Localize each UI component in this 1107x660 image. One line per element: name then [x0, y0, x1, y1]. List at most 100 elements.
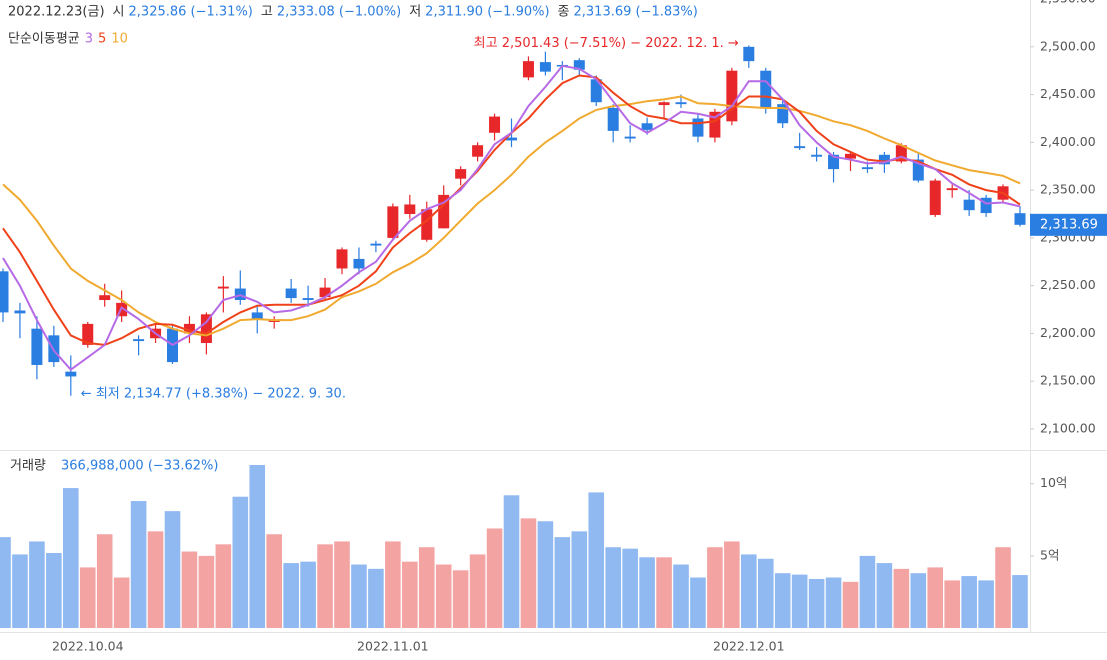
candle-body — [760, 70, 772, 108]
y-tick-label: 5억 — [1040, 547, 1059, 562]
candle-body — [200, 314, 212, 343]
volume-bar — [113, 577, 130, 628]
volume-bar — [452, 570, 469, 628]
candle-body — [1014, 213, 1026, 225]
volume-value: 366,988,000 (−33.62%) — [61, 459, 218, 474]
volume-bar — [130, 501, 147, 628]
candle-body — [590, 79, 602, 103]
candle-body — [217, 286, 229, 289]
volume-bar — [164, 511, 181, 628]
volume-bar — [707, 547, 723, 628]
volume-bar — [893, 568, 910, 628]
volume-bar — [774, 573, 791, 628]
volume-bar — [0, 537, 11, 628]
candle-body — [743, 46, 755, 62]
volume-bar — [385, 541, 401, 628]
legend-entry: 10 — [111, 32, 128, 47]
volume-bar — [12, 554, 28, 628]
y-tick-label: 2,500.00 — [1040, 38, 1096, 53]
candle-body — [82, 323, 94, 345]
candle-body — [828, 154, 840, 170]
candle-body — [861, 167, 873, 170]
volume-bar — [249, 464, 266, 628]
volume-bar — [554, 537, 571, 628]
candle-body — [658, 102, 670, 106]
candle-body — [31, 328, 43, 365]
y-tick-label: 2,250.00 — [1040, 277, 1096, 292]
volume-bar — [927, 567, 944, 628]
volume-bar — [961, 576, 977, 628]
candle-body — [777, 104, 789, 124]
candle-body — [963, 199, 975, 211]
candle-body — [438, 194, 450, 229]
volume-bar — [520, 518, 537, 628]
candle-body — [319, 287, 331, 298]
candle-body — [522, 61, 534, 78]
candle-body — [489, 116, 501, 133]
volume-bar — [605, 547, 621, 628]
volume-bar — [622, 548, 638, 628]
candle-body — [895, 145, 907, 162]
candle-body — [370, 243, 382, 246]
last-price-label: 2,313.69 — [1040, 217, 1098, 232]
moving-average-line — [2, 95, 1021, 337]
volume-bar — [571, 531, 588, 628]
candle-body — [794, 146, 806, 149]
y-tick-label: 2,200.00 — [1040, 325, 1096, 340]
volume-bar — [334, 541, 350, 628]
volume-bar — [351, 564, 367, 628]
header-value: 2,333.08 (−1.00%) — [277, 5, 401, 20]
volume-bar — [486, 528, 503, 628]
volume-bar — [503, 495, 520, 628]
volume-bar — [842, 581, 859, 628]
volume-bar — [757, 558, 774, 628]
y-tick-label: 10억 — [1040, 475, 1067, 490]
header-label: 저 — [409, 5, 421, 20]
candle-body — [980, 197, 992, 214]
header-label: 고 — [261, 5, 273, 20]
volume-bar — [639, 557, 655, 628]
volume-bar — [300, 561, 316, 628]
candle-body — [455, 169, 467, 179]
volume-bar — [588, 492, 605, 628]
candle-body — [912, 159, 924, 181]
candle-body — [607, 107, 619, 131]
candle-body — [421, 209, 433, 240]
volume-bar — [978, 580, 994, 628]
candle-body — [506, 137, 517, 141]
volume-bar — [876, 563, 893, 628]
volume-bar — [232, 496, 249, 628]
header-value: 2,311.90 (−1.90%) — [425, 5, 549, 20]
volume-bar — [96, 534, 113, 628]
volume-bar — [859, 555, 876, 628]
candle-body — [0, 271, 9, 313]
candle-body — [624, 136, 636, 139]
volume-bar — [181, 551, 198, 628]
x-tick-label: 2022.10.04 — [52, 639, 124, 654]
volume-bar — [198, 555, 215, 628]
candle-body — [133, 339, 145, 342]
header-label: 종 — [558, 5, 570, 20]
y-tick-label: 2,350.00 — [1040, 182, 1096, 197]
candle-body — [946, 188, 958, 191]
volume-bar — [910, 573, 927, 628]
candle-body — [726, 70, 738, 122]
volume-bar — [317, 544, 333, 628]
legend-entry: 5 — [98, 32, 106, 47]
volume-bar — [825, 577, 842, 628]
y-tick-label: 2,450.00 — [1040, 86, 1096, 101]
candle-body — [183, 323, 195, 334]
volume-bar — [147, 531, 164, 628]
y-tick-label: 2,100.00 — [1040, 420, 1096, 435]
volume-title: 거래량 — [10, 459, 46, 474]
volume-bar — [46, 552, 62, 628]
volume-bar — [1012, 575, 1028, 628]
candle-body — [336, 249, 348, 269]
volume-bar — [808, 578, 825, 628]
header-value: 2,313.69 (−1.83%) — [574, 5, 698, 20]
y-tick-label: 2,550.00 — [1040, 0, 1096, 6]
legend-title: 단순이동평균 — [8, 32, 80, 47]
volume-bar — [79, 567, 96, 628]
y-tick-label: 2,150.00 — [1040, 373, 1096, 388]
volume-bar — [29, 541, 45, 628]
